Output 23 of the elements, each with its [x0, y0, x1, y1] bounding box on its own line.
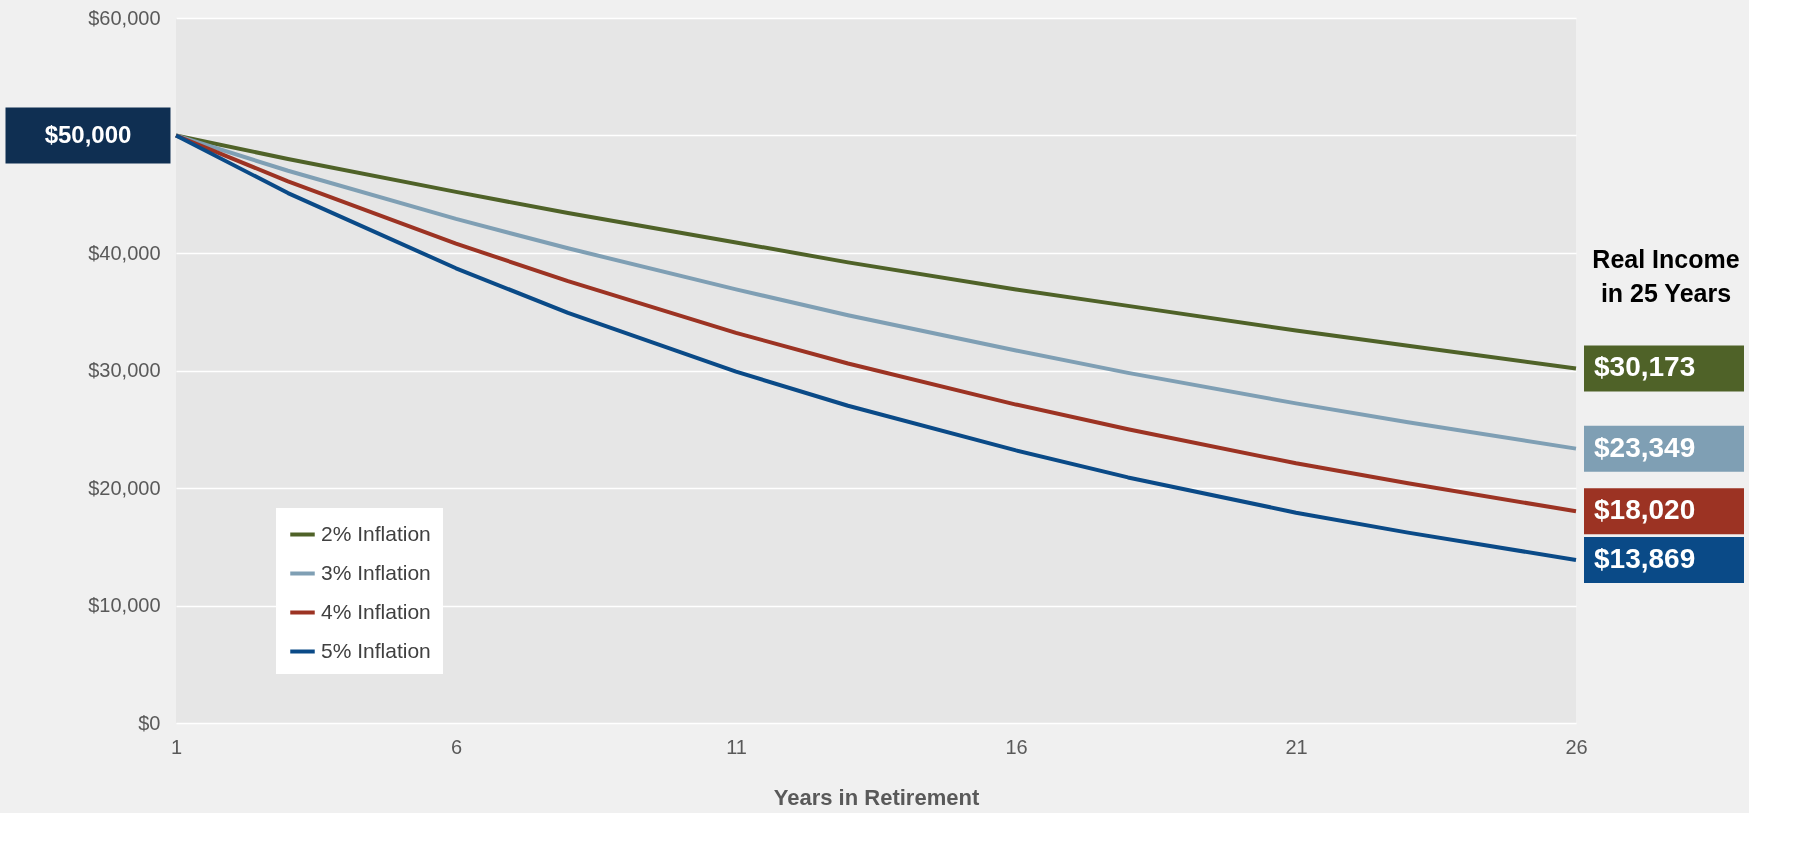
y-tick-label: $20,000 — [88, 476, 161, 499]
x-tick-label: 1 — [170, 735, 183, 758]
data-label: $18,020 — [1594, 494, 1696, 526]
legend-label: 3% Inflation — [321, 560, 431, 584]
y-tick-label: $30,000 — [88, 359, 161, 381]
legend-label: 2% Inflation — [321, 521, 431, 545]
x-tick-label: 26 — [1565, 735, 1588, 758]
x-tick-label: 11 — [726, 735, 747, 758]
data-label: $13,869 — [1594, 543, 1696, 575]
data-label: $30,173 — [1594, 351, 1696, 383]
legend-label: 4% Inflation — [321, 599, 431, 623]
y-tick-label: $10,000 — [88, 594, 161, 616]
y-tick-label: $0 — [138, 711, 161, 734]
y-tick-label: $40,000 — [88, 241, 161, 264]
text: Real Income in 25 Years — [1592, 245, 1740, 307]
data-label: $23,349 — [1594, 431, 1696, 463]
annotation: $50,000 — [44, 120, 132, 148]
legend-label: 5% Inflation — [321, 638, 431, 662]
x-tick-label: 6 — [450, 735, 463, 758]
x-tick-label: 21 — [1285, 735, 1308, 758]
y-tick-label: $60,000 — [88, 6, 161, 29]
x-axis-title: Years in Retirement — [773, 784, 980, 810]
x-tick-label: 16 — [1005, 735, 1028, 758]
